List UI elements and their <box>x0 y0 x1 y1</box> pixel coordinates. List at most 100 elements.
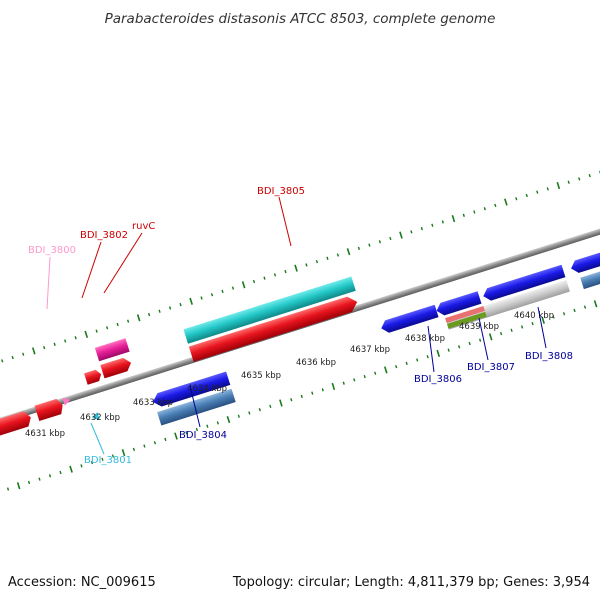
lower-scale-minor-tick <box>248 411 251 415</box>
upper-scale-minor-tick <box>252 279 256 284</box>
lower-scale-minor-tick <box>468 341 471 346</box>
leader-bdi3801 <box>90 422 105 455</box>
lower-scale-major-tick <box>593 300 598 308</box>
tick-label: 4633 kbp <box>133 398 173 408</box>
upper-scale-minor-tick <box>11 355 14 360</box>
gene-label-bdi3802[interactable]: BDI_3802 <box>80 230 128 241</box>
lower-scale-minor-tick <box>499 331 503 336</box>
gene-label-bdi3807[interactable]: BDI_3807 <box>467 362 515 373</box>
gene-bdi3809-steel[interactable] <box>580 257 600 290</box>
upper-scale-minor-tick <box>578 177 581 181</box>
lower-scale-minor-tick <box>290 398 293 402</box>
lower-scale-minor-tick <box>374 371 377 375</box>
gene-label-bdi3808[interactable]: BDI_3808 <box>525 351 573 362</box>
upper-scale-minor-tick <box>200 296 203 300</box>
upper-scale-minor-tick <box>357 246 361 251</box>
leader-bdi3807 <box>478 317 489 361</box>
upper-scale-dots <box>1 170 600 363</box>
upper-scale-minor-tick <box>74 336 77 340</box>
gene-arrow-ruvc[interactable] <box>100 356 133 379</box>
lower-scale-minor-tick <box>237 414 240 418</box>
tick-label: 4631 kbp <box>25 429 65 439</box>
gene-bdi3804-steel[interactable] <box>157 388 236 426</box>
tick-label: 4639 kbp <box>459 322 499 332</box>
gene-bdi3807-olive[interactable] <box>446 311 487 329</box>
upper-scale-minor-tick <box>515 197 518 201</box>
lower-scale-minor-tick <box>90 460 94 465</box>
leader-bdi3808 <box>537 306 547 349</box>
gene-arrow-bdi3808[interactable] <box>481 264 566 303</box>
lower-scale-minor-tick <box>353 378 356 382</box>
gene-label-bdi3806[interactable]: BDI_3806 <box>414 374 462 385</box>
upper-scale-minor-tick <box>326 256 329 260</box>
leader-bdi3804 <box>189 385 201 428</box>
lower-scale-minor-tick <box>447 348 450 352</box>
leader-bdi3802 <box>81 241 102 299</box>
leader-bdi3806 <box>427 325 435 373</box>
leader-bdi3805 <box>278 196 292 247</box>
gene-arrow-bdi3806[interactable] <box>379 304 439 335</box>
linear-track <box>0 170 600 491</box>
upper-scale-major-tick <box>556 181 561 190</box>
gene-arrow-bdi3805[interactable] <box>188 294 360 362</box>
upper-scale-minor-tick <box>483 207 486 211</box>
gene-bdi3802-magenta[interactable] <box>94 338 130 362</box>
tick-label: 4637 kbp <box>350 345 390 355</box>
upper-scale-major-tick <box>346 248 351 256</box>
upper-scale-minor-tick <box>53 342 56 346</box>
gene-arrow-bdi3801[interactable] <box>91 412 100 422</box>
lower-scale-minor-tick <box>479 338 482 342</box>
upper-scale-minor-tick <box>43 345 46 350</box>
gene-label-ruvc[interactable]: ruvC <box>132 221 155 232</box>
tick-label: 4638 kbp <box>405 334 445 344</box>
upper-scale-minor-tick <box>389 236 392 241</box>
upper-scale-minor-tick <box>368 243 371 247</box>
upper-scale-major-tick <box>504 198 508 206</box>
gene-arrow-bdi3802[interactable] <box>84 369 103 385</box>
lower-scale-minor-tick <box>416 358 419 362</box>
lower-scale-major-tick <box>174 432 178 440</box>
gene-arrow-bdi3804[interactable] <box>151 371 231 409</box>
tick-label: 4634 kbp <box>187 384 227 394</box>
leader-ruvc <box>103 232 143 294</box>
gene-label-leaders <box>46 196 547 455</box>
lower-scale-major-tick <box>331 382 336 391</box>
gene-arrow-bdi3809[interactable] <box>569 240 600 275</box>
kbp-tick-labels: 4631 kbp 4632 kbp 4633 kbp 4634 kbp 4635… <box>25 311 554 439</box>
upper-scale-minor-tick <box>525 193 528 198</box>
upper-scale-minor-tick <box>221 289 224 294</box>
gene-arrow-bdi3807[interactable] <box>435 291 482 317</box>
upper-scale-minor-tick <box>546 187 549 191</box>
gene-label-bdi3801[interactable]: BDI_3801 <box>84 455 132 466</box>
upper-scale-major-tick <box>399 231 403 239</box>
lower-scale-minor-tick <box>132 447 136 451</box>
gene-arrow-bdi3800[interactable] <box>34 398 66 421</box>
gene-arrow-bdi3799[interactable] <box>0 410 33 446</box>
upper-scale-minor-tick <box>378 240 382 244</box>
gene-bdi3805-cyan[interactable] <box>183 276 356 344</box>
lower-scale-minor-tick <box>80 464 83 468</box>
lower-scale-minor-tick <box>216 421 219 425</box>
gene-label-bdi3805[interactable]: BDI_3805 <box>257 186 305 197</box>
upper-scale-major-tick <box>451 215 456 223</box>
gene-bdi3807-salmon-top[interactable] <box>445 306 485 323</box>
lower-scale-minor-tick <box>573 308 576 313</box>
gene-label-bdi3800[interactable]: BDI_3800 <box>28 245 76 256</box>
upper-scale-minor-tick <box>315 259 319 264</box>
gene-label-bdi3804[interactable]: BDI_3804 <box>179 430 227 441</box>
upper-scale-minor-tick <box>410 230 413 234</box>
upper-scale-minor-tick <box>263 276 266 280</box>
upper-scale-minor-tick <box>22 352 25 356</box>
lower-scale-minor-tick <box>426 355 429 359</box>
lower-scale-minor-tick <box>101 457 104 461</box>
gene-arrow-bdi3800-pink[interactable] <box>62 396 71 406</box>
lower-scale-minor-tick <box>363 374 366 379</box>
lower-scale-minor-tick <box>269 404 272 408</box>
lower-scale-major-tick <box>488 333 493 341</box>
upper-scale-minor-tick <box>431 223 434 227</box>
upper-scale-minor-tick <box>305 263 308 267</box>
lower-scale-minor-tick <box>552 315 555 319</box>
lower-scale-minor-tick <box>458 345 461 349</box>
lower-scale-minor-tick <box>111 454 115 458</box>
